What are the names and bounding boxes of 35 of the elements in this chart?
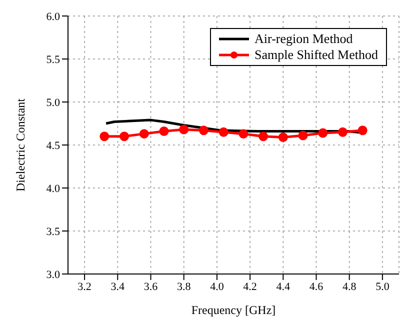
y-tick-label: 5.0 bbox=[46, 96, 60, 109]
y-tick-label: 6.0 bbox=[46, 10, 60, 23]
point bbox=[338, 127, 348, 137]
x-tick-label: 4.2 bbox=[243, 280, 257, 293]
y-tick-label: 4.5 bbox=[46, 140, 60, 152]
y-tick-label: 3.0 bbox=[46, 268, 60, 281]
x-tick-label: 4.0 bbox=[210, 280, 224, 293]
x-tick-label: 4.8 bbox=[342, 280, 357, 293]
x-tick-label: 3.8 bbox=[176, 280, 192, 293]
x-tick-label: 5.0 bbox=[376, 280, 390, 293]
legend-label: Air-region Method bbox=[254, 31, 353, 47]
point bbox=[179, 124, 189, 134]
y-tick-label: 3.5 bbox=[46, 226, 60, 238]
y-tick-label: 5.5 bbox=[46, 54, 60, 66]
point bbox=[238, 129, 248, 139]
y-tick-label: 4.0 bbox=[46, 182, 60, 195]
point bbox=[120, 132, 130, 142]
point bbox=[298, 130, 308, 140]
point bbox=[358, 126, 368, 136]
y-axis-title: Dielectric Constant bbox=[13, 98, 28, 192]
point bbox=[139, 129, 149, 139]
point bbox=[159, 126, 169, 136]
point bbox=[318, 128, 328, 138]
x-tick-label: 3.6 bbox=[144, 280, 158, 293]
x-tick-label: 3.2 bbox=[78, 280, 92, 293]
x-tick-label: 4.6 bbox=[309, 280, 324, 293]
point bbox=[218, 127, 228, 137]
point bbox=[278, 132, 288, 142]
x-tick-label: 3.4 bbox=[110, 280, 126, 293]
point bbox=[258, 132, 268, 142]
legend-label: Sample Shifted Method bbox=[254, 47, 378, 63]
x-tick-label: 4.4 bbox=[276, 280, 291, 293]
point bbox=[100, 132, 110, 142]
x-axis-title: Frequency [GHz] bbox=[191, 303, 276, 317]
point bbox=[198, 126, 208, 136]
